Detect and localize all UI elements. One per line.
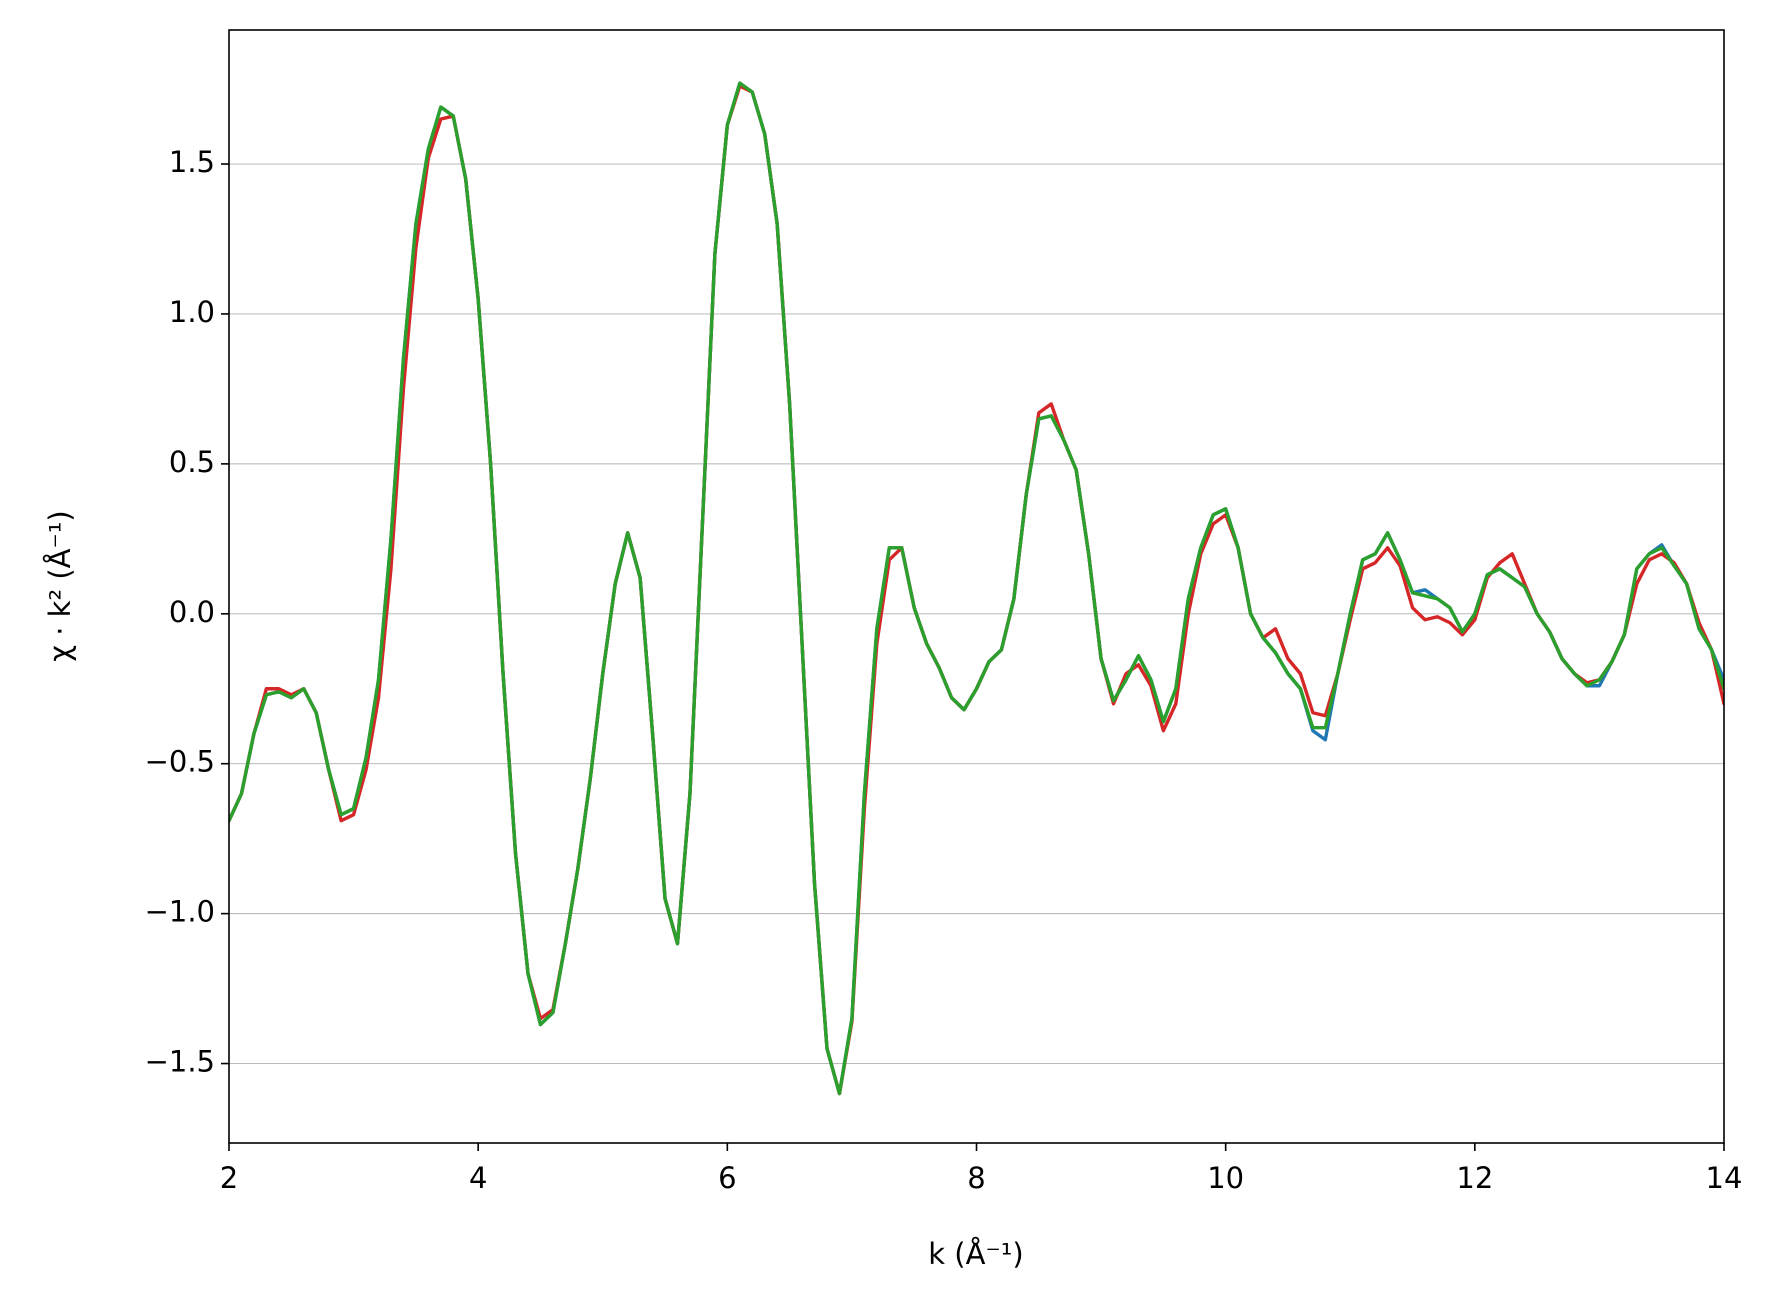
x-axis-label: k (Å⁻¹) <box>928 1237 1023 1271</box>
y-tick-label: −1.5 <box>145 1045 215 1079</box>
y-tick-label: 0.5 <box>169 445 215 479</box>
data-line <box>229 81 1724 1096</box>
y-tick-label: 0.0 <box>169 595 215 629</box>
y-tick-label: −1.0 <box>145 895 215 929</box>
y-axis-label: χ · k² (Å⁻¹) <box>43 510 77 661</box>
x-tick-label: 12 <box>1456 1161 1493 1195</box>
x-tick-label: 2 <box>220 1161 238 1195</box>
x-tick-label: 4 <box>469 1161 487 1195</box>
data-line <box>229 84 1724 1096</box>
x-tick-label: 10 <box>1207 1161 1244 1195</box>
x-tick-label: 6 <box>718 1161 736 1195</box>
plot-frame <box>228 29 1725 1144</box>
x-tick-label: 14 <box>1706 1161 1743 1195</box>
x-tick-label: 8 <box>967 1161 985 1195</box>
y-tick-label: 1.5 <box>169 145 215 179</box>
y-tick-label: 1.0 <box>169 295 215 329</box>
data-line <box>229 81 1724 1096</box>
y-tick-label: −0.5 <box>145 745 215 779</box>
